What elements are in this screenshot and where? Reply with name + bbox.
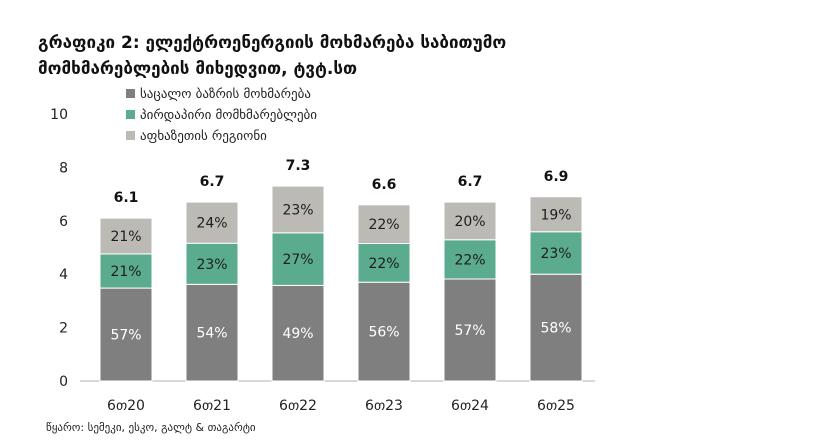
bar-segment-label: 58% [540,321,571,337]
bar-segment-label: 22% [368,256,399,272]
bar-segment-2 [443,239,497,280]
bar-segment-label: 57% [110,328,141,344]
bar-segment-2 [357,242,411,283]
bar-segment-3 [443,201,497,241]
bar-segment-3 [529,196,583,233]
bar-total-label: 6.9 [544,169,569,185]
bar-segment-label: 24% [196,216,227,232]
bar-segment-3 [185,201,239,244]
bar-segment-label: 20% [454,214,485,230]
bar-segment-label: 21% [110,264,141,280]
x-tick-label: 6თ23 [365,398,403,414]
legend-swatch [126,89,135,98]
bar-segment-label: 57% [454,323,485,339]
bar-segment-label: 22% [368,217,399,233]
bar-segment-label: 23% [196,257,227,273]
source-note: წყარო: სემეკი, ესკო, გალტ & თაგარტი [46,421,256,434]
bar-segment-3 [99,217,153,255]
bar-segment-label: 27% [282,252,313,268]
bar-segment-label: 19% [540,207,571,223]
bar-total-label: 6.6 [372,177,397,193]
chart-title-line-1: გრაფიკი 2: ელექტროენერგიის მოხმარება საბ… [38,33,507,53]
bar-segment-label: 23% [540,246,571,262]
y-tick-label: 0 [59,374,68,390]
bar-segment-2 [271,232,325,286]
bar-segment-1 [185,283,239,382]
bar-segment-1 [99,287,153,382]
y-tick-label: 10 [50,107,68,123]
x-tick-label: 6თ25 [537,398,575,414]
bar-total-label: 6.1 [114,190,139,206]
x-tick-label: 6თ22 [279,398,317,414]
y-tick-label: 2 [59,321,68,337]
bar-segment-1 [357,281,411,382]
bar-segment-label: 23% [282,202,313,218]
bar-total-label: 6.7 [200,174,225,190]
chart-title: გრაფიკი 2: ელექტროენერგიის მოხმარება საბ… [38,30,818,82]
legend-swatch [126,110,135,119]
legend-label: საცალო ბაზრის მოხმარება [140,87,311,102]
legend-label: აფხაზეთის რეგიონი [140,129,267,144]
bar-segment-label: 49% [282,326,313,342]
legend-swatch [126,131,135,140]
x-tick-label: 6თ21 [193,398,231,414]
bar-segment-2 [529,231,583,275]
bar-segment-label: 22% [454,252,485,268]
y-tick-label: 6 [59,214,68,230]
bar-segment-label: 21% [110,229,141,245]
bar-total-label: 7.3 [286,158,311,174]
bar-segment-1 [271,284,325,382]
bar-total-label: 6.7 [458,174,483,190]
x-tick-label: 6თ20 [107,398,145,414]
y-tick-label: 8 [59,160,68,176]
x-tick-label: 6თ24 [451,398,489,414]
bar-segment-3 [357,204,411,244]
chart-title-line-2: მომხმარებლების მიხედვით, ტვტ.სთ [38,59,358,79]
bar-segment-label: 54% [196,326,227,342]
legend-label: პირდაპირი მომხმარებლები [140,108,317,123]
bar-segment-label: 56% [368,325,399,341]
bar-segment-3 [271,185,325,234]
bar-segment-2 [185,242,239,285]
y-tick-label: 4 [59,267,68,283]
bar-segment-1 [529,273,583,382]
